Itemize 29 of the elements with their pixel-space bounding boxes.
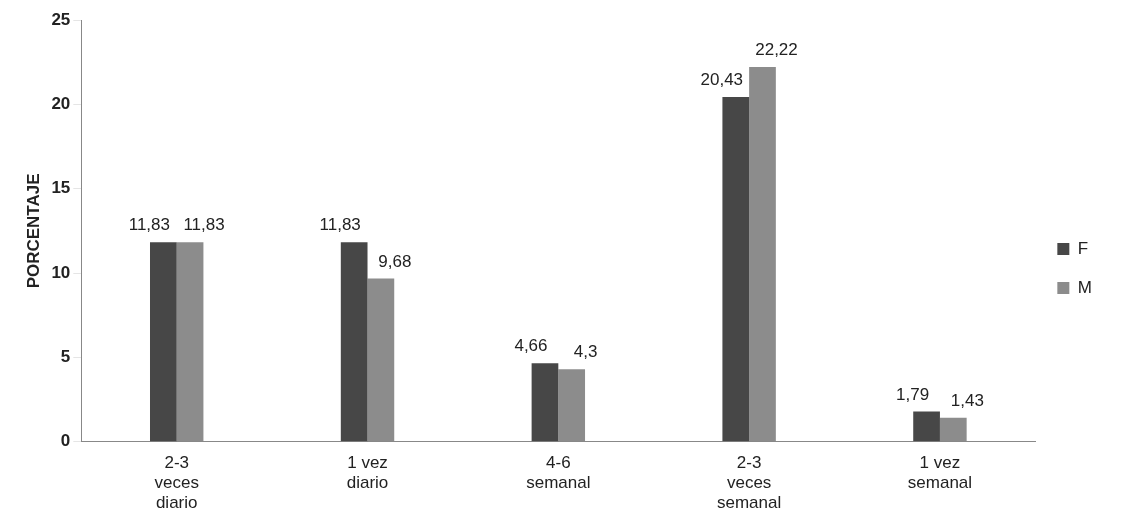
y-tick-label: 15 [51,178,71,198]
y-tick-label: 25 [51,9,71,29]
legend-label: F [1077,238,1089,258]
bar [150,242,177,442]
data-label: 9,68 [378,251,412,271]
bar [913,411,940,442]
x-tick-label: 2-3 veces semanal [717,452,782,513]
data-label: 22,22 [755,40,798,60]
bar [340,242,368,442]
y-tick-label: 20 [51,94,71,114]
y-axis-title: PORCENTAJE [23,173,43,289]
y-tick-label: 0 [60,431,71,451]
bar [722,97,750,442]
y-tick-label: 10 [51,262,71,282]
x-tick-label: 4-6 semanal [526,452,591,493]
x-tick-label: 1 vez diario [346,452,389,493]
data-label: 4,66 [514,336,548,356]
data-label: 11,83 [183,215,225,235]
y-tick-label: 5 [60,347,71,367]
x-tick-label: 1 vez semanal [907,452,973,493]
data-label: 1,43 [950,390,984,410]
data-label: 11,83 [319,215,361,235]
data-label: 11,83 [128,215,170,235]
legend-label: M [1077,277,1093,297]
x-tick-label: 2-3 veces diario [154,452,199,513]
bar [531,363,559,442]
data-label: 1,79 [896,384,930,404]
data-label: 20,43 [700,70,744,90]
data-label: 4,3 [573,342,598,362]
